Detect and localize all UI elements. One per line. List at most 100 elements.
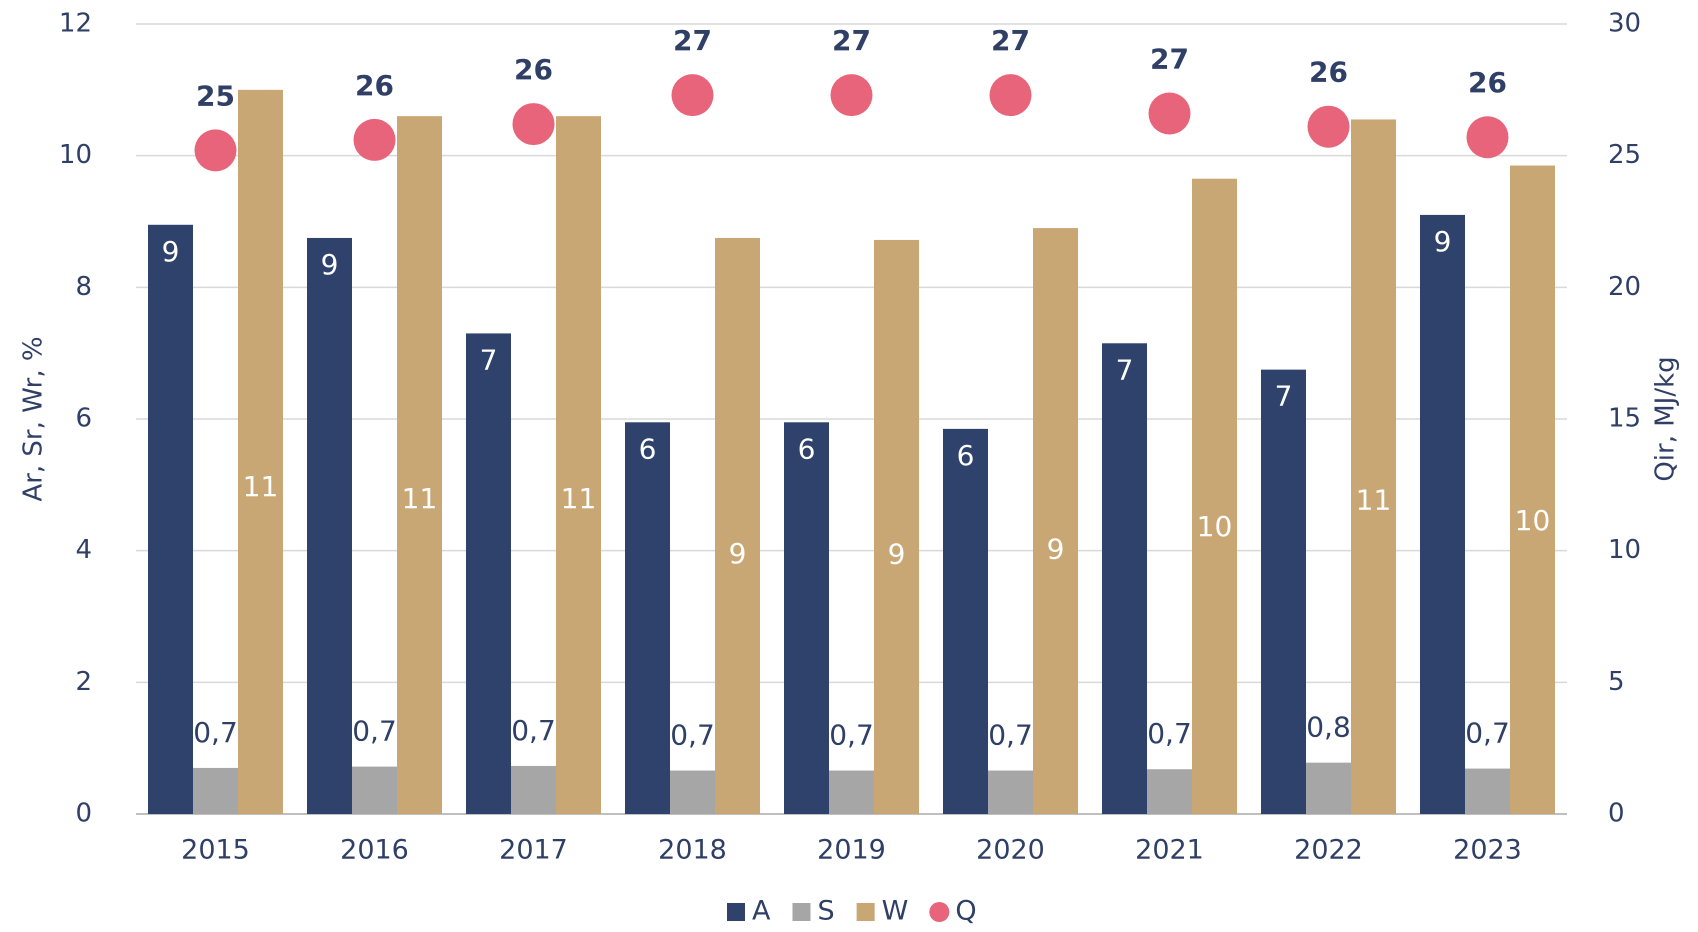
y2-tick-label: 15 — [1608, 404, 1641, 434]
y-tick-label: 12 — [59, 9, 92, 39]
y2-tick-label: 0 — [1608, 799, 1625, 829]
data-label: 6 — [957, 439, 975, 472]
y2-tick-label: 25 — [1608, 140, 1641, 170]
data-label: 9 — [162, 235, 180, 268]
data-label: 11 — [402, 482, 438, 515]
legend-label: W — [882, 896, 909, 927]
point — [1466, 116, 1509, 159]
data-label: 25 — [196, 79, 235, 112]
point — [353, 118, 396, 161]
x-tick-label: 2022 — [1294, 835, 1363, 866]
bar — [307, 237, 352, 815]
bar — [1465, 768, 1510, 814]
bar — [1261, 369, 1306, 814]
data-label: 7 — [1116, 353, 1134, 386]
y-tick-label: 2 — [75, 667, 92, 697]
data-label: 26 — [514, 53, 553, 86]
bar — [238, 89, 283, 815]
data-label: 0,7 — [352, 715, 397, 748]
bar — [625, 422, 670, 814]
x-tick-label: 2015 — [181, 835, 250, 866]
bar — [670, 770, 715, 814]
x-tick-label: 2017 — [499, 835, 568, 866]
y2-tick-label: 10 — [1608, 535, 1641, 565]
bar — [1192, 178, 1237, 815]
data-label: 27 — [991, 24, 1030, 57]
legend-label: Q — [955, 896, 976, 927]
bar — [784, 422, 829, 814]
data-label: 10 — [1515, 504, 1551, 537]
data-label: 0,7 — [511, 714, 556, 747]
data-label: 0,7 — [1465, 717, 1510, 750]
x-tick-label: 2019 — [817, 835, 886, 866]
y-axis-label: Ar, Sr, Wr, % — [19, 336, 49, 501]
bar — [1102, 343, 1147, 814]
x-tick-label: 2020 — [976, 835, 1045, 866]
data-label: 6 — [798, 432, 816, 465]
data-label: 0,7 — [193, 716, 238, 749]
point — [1148, 92, 1191, 135]
y-tick-label: 0 — [75, 799, 92, 829]
bar — [1420, 214, 1465, 814]
data-label: 7 — [1275, 380, 1293, 413]
point — [194, 129, 237, 172]
data-label: 27 — [1150, 43, 1189, 76]
legend-marker — [727, 903, 745, 921]
data-label: 0,7 — [829, 719, 874, 752]
bar — [397, 116, 442, 814]
x-tick-label: 2021 — [1135, 835, 1204, 866]
legend-marker — [792, 903, 811, 921]
legend-label: S — [817, 896, 834, 927]
data-label: 0,8 — [1306, 711, 1351, 744]
point — [830, 74, 873, 117]
bar — [148, 224, 193, 814]
data-label: 9 — [1047, 532, 1065, 565]
bar — [1033, 228, 1078, 815]
y-tick-label: 6 — [75, 404, 92, 434]
y-tick-label: 4 — [75, 535, 92, 565]
point — [1307, 105, 1350, 148]
bar — [829, 770, 874, 814]
data-label: 9 — [321, 248, 339, 281]
data-label: 10 — [1197, 510, 1233, 543]
data-label: 6 — [639, 432, 657, 465]
bar — [193, 767, 238, 814]
data-label: 26 — [1468, 66, 1507, 99]
data-label: 0,7 — [988, 719, 1033, 752]
data-label: 11 — [561, 482, 597, 515]
data-label: 7 — [480, 343, 498, 376]
y2-tick-label: 5 — [1608, 667, 1625, 697]
bar — [1147, 769, 1192, 814]
bar — [511, 765, 556, 814]
data-label: 27 — [832, 24, 871, 57]
legend-label: A — [752, 896, 771, 927]
data-label: 26 — [355, 69, 394, 102]
y-tick-label: 8 — [75, 272, 92, 302]
point — [989, 74, 1032, 117]
data-label: 9 — [1434, 225, 1452, 258]
data-label: 0,7 — [670, 719, 715, 752]
data-label: 0,7 — [1147, 717, 1192, 750]
bar — [352, 766, 397, 814]
bar — [556, 116, 601, 814]
point — [671, 74, 714, 117]
bar — [715, 237, 760, 815]
point — [512, 103, 555, 146]
y2-axis-label: Qir, MJ/kg — [1651, 356, 1681, 481]
data-label: 9 — [729, 537, 747, 570]
bar — [1510, 165, 1555, 814]
data-label: 26 — [1309, 56, 1348, 89]
data-label: 11 — [1356, 483, 1392, 516]
bar — [988, 770, 1033, 814]
x-tick-label: 2023 — [1453, 835, 1522, 866]
x-tick-label: 2018 — [658, 835, 727, 866]
data-label: 27 — [673, 24, 712, 57]
y2-tick-label: 30 — [1608, 9, 1641, 39]
data-label: 9 — [888, 538, 906, 571]
y2-tick-label: 20 — [1608, 272, 1641, 302]
legend-marker — [856, 903, 875, 921]
bar — [874, 239, 919, 814]
data-label: 11 — [243, 470, 279, 503]
legend-marker — [929, 902, 950, 922]
